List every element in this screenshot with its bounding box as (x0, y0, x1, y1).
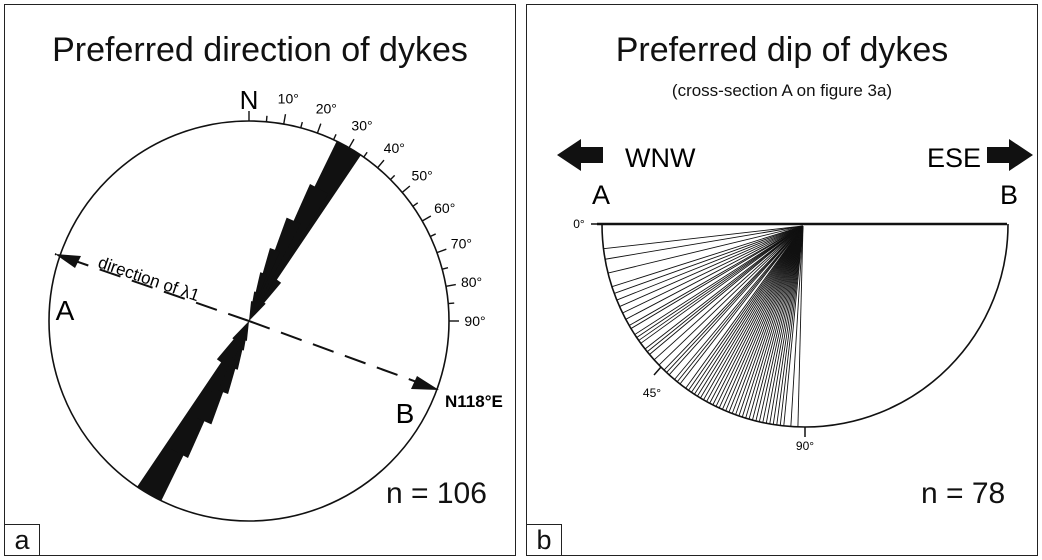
rose-diagram: 10° 20° 30° 40° 50°60° 70° 80° 90° N A B N118°E… (5, 5, 515, 555)
rose-tick-label: 90° (464, 313, 485, 329)
wnw-label: WNW (625, 143, 696, 173)
rose-point-a: A (56, 295, 75, 326)
rose-tick-label: 60° (434, 200, 455, 216)
rose-tick-label: 30° (351, 117, 372, 133)
dip-diagram: WNW ESE A B 0° 45° 90° (527, 5, 1037, 555)
dip-line (716, 226, 803, 406)
b-direction-line (249, 321, 425, 385)
panel-b: Preferred dip of dykes (cross-section A … (526, 4, 1038, 556)
rose-tick (364, 152, 367, 157)
rose-tick (301, 122, 303, 128)
angle-label-90: 90° (796, 439, 814, 453)
rose-tick (334, 134, 337, 139)
panel-b-letter: b (526, 524, 562, 556)
panel-b-count: n = 78 (921, 477, 1005, 511)
section-point-a: A (592, 180, 610, 210)
tick-45 (654, 367, 661, 375)
rose-tick-label: 70° (451, 236, 472, 252)
panel-a: Preferred direction of dykes 10° 20° 30° 40… (4, 4, 516, 556)
rose-point-b: B (396, 398, 415, 429)
wnw-arrow-icon (557, 139, 603, 171)
rose-tick (284, 114, 286, 124)
angle-label-45: 45° (643, 386, 661, 400)
north-label: N (240, 85, 259, 115)
rose-tick (349, 139, 354, 148)
rose-tick (390, 175, 394, 179)
section-point-b: B (1000, 180, 1018, 210)
rose-tick (437, 249, 446, 252)
lambda-caption: direction of λ1 (96, 253, 202, 305)
rose-tick-label: 10° (278, 90, 299, 106)
b-arrowhead (411, 376, 439, 390)
dip-semicircle (602, 224, 1008, 427)
panel-a-count: n = 106 (386, 477, 487, 511)
rose-petal (249, 184, 328, 321)
rose-tick (422, 216, 431, 221)
b-direction-label: N118°E (445, 392, 503, 411)
rose-tick (430, 234, 435, 237)
rose-tick-label: 40° (384, 140, 405, 156)
rose-tick (266, 116, 267, 122)
rose-tick (402, 186, 410, 192)
dip-line (700, 226, 803, 398)
rose-tick (378, 160, 384, 168)
rose-tick-label: 80° (461, 274, 482, 290)
ese-arrow-icon (987, 139, 1033, 171)
dip-lines (604, 226, 803, 427)
rose-petal (170, 321, 249, 458)
panel-a-letter: a (4, 524, 40, 556)
rose-tick-label: 50° (412, 168, 433, 184)
rose-tick (442, 268, 448, 270)
rose-tick-label: 20° (316, 101, 337, 117)
rose-petal (197, 321, 249, 424)
rose-tick (317, 124, 320, 133)
rose-tick (413, 203, 418, 206)
angle-label-0: 0° (573, 217, 585, 231)
rose-tick (446, 285, 456, 287)
rose-petal (249, 218, 301, 321)
ese-label: ESE (927, 143, 981, 173)
rose-ticks: 10° 20° 30° 40° 50°60° 70° 80° 90° (249, 90, 486, 329)
rose-tick (448, 303, 454, 304)
